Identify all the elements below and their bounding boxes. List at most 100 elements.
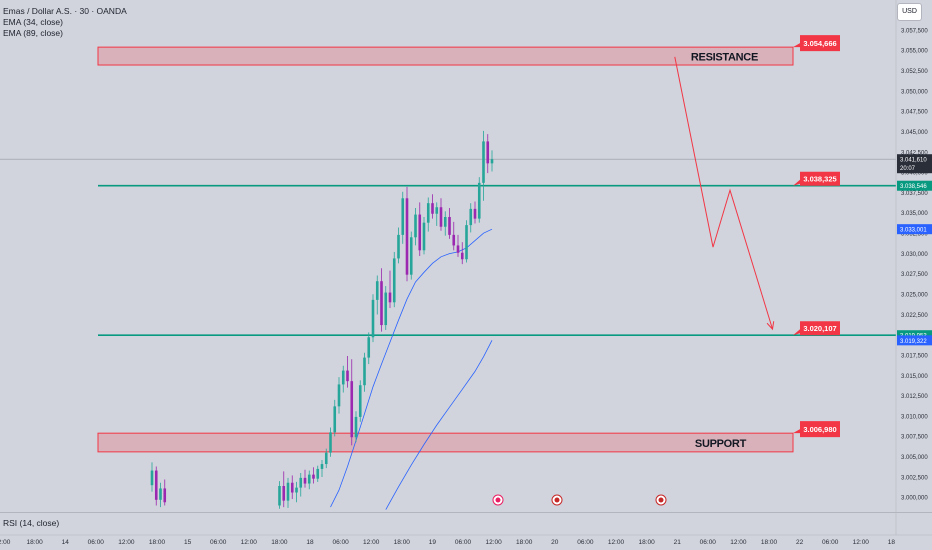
x-tick-label: 18 xyxy=(306,539,314,546)
candle-body xyxy=(418,214,422,251)
y-tick-label: 3.047,500 xyxy=(901,110,928,116)
candle-body xyxy=(448,216,451,235)
candle-body xyxy=(490,159,494,164)
candle-body xyxy=(431,203,434,214)
x-tick-label: 22 xyxy=(796,539,804,546)
event-marker-dot xyxy=(495,497,501,503)
y-tick-label: 3.045,000 xyxy=(901,130,928,136)
candle-body xyxy=(358,385,362,417)
x-tick-label: 18:00 xyxy=(271,539,288,546)
candle-body xyxy=(409,237,413,275)
x-tick-label: 06:00 xyxy=(577,539,594,546)
x-tick-label: 12:00 xyxy=(363,539,380,546)
ema-34-line xyxy=(330,228,493,508)
zone-label: SUPPORT xyxy=(695,438,747,450)
y-tick-label: 3.010,000 xyxy=(901,414,928,420)
y-tick-label: 3.052,500 xyxy=(901,69,928,75)
y-tick-label: 3.032,500 xyxy=(901,232,928,238)
y-tick-label: 3.012,500 xyxy=(901,394,928,400)
ema-axis-tag xyxy=(897,224,932,235)
ema-34-legend[interactable]: EMA (34, close) xyxy=(3,17,63,27)
x-tick-label: 06:00 xyxy=(210,539,227,546)
price-callout xyxy=(793,321,840,336)
candle-body xyxy=(367,337,371,358)
x-tick-label: 18:00 xyxy=(516,539,533,546)
candle-body xyxy=(354,416,358,438)
event-marker-dot xyxy=(658,497,664,503)
candle-body xyxy=(324,452,328,465)
level-axis-label: 3.038,546 xyxy=(900,184,927,190)
support-zone xyxy=(97,432,794,453)
candle-body xyxy=(286,482,290,501)
x-tick-label: 18:00 xyxy=(761,539,778,546)
candle-body xyxy=(439,207,443,227)
y-tick-label: 3.000,000 xyxy=(901,496,928,502)
candle-body xyxy=(371,299,375,338)
projection-path xyxy=(674,56,773,330)
level-axis-tag xyxy=(897,330,932,341)
y-tick-label: 3.050,000 xyxy=(901,89,928,95)
candle-body xyxy=(460,252,464,260)
candle-body xyxy=(295,487,298,493)
y-tick-label: 3.005,000 xyxy=(901,455,928,461)
y-tick-label: 3.030,000 xyxy=(901,252,928,258)
candle-body xyxy=(469,208,473,226)
candle-body xyxy=(482,141,485,183)
candle-body xyxy=(486,141,490,164)
x-tick-label: 18:00 xyxy=(394,539,411,546)
candle-body xyxy=(465,225,468,260)
ema-89-legend[interactable]: EMA (89, close) xyxy=(3,28,63,38)
candle-body xyxy=(299,477,303,488)
symbol-title[interactable]: Emas / Dollar A.S. · 30 · OANDA xyxy=(3,6,127,16)
x-tick-label: 06:00 xyxy=(822,539,839,546)
candle-body xyxy=(452,234,456,246)
x-tick-label: 12:00 xyxy=(485,539,502,546)
candle-body xyxy=(397,234,400,259)
y-tick-label: 3.015,000 xyxy=(901,374,928,380)
candle-body xyxy=(401,198,405,235)
y-tick-label: 3.017,500 xyxy=(901,353,928,359)
x-tick-label: 18:00 xyxy=(26,539,43,546)
candle-body xyxy=(341,370,345,385)
candle-body xyxy=(282,485,286,501)
ema-axis-tag xyxy=(897,335,932,346)
x-tick-label: 18:00 xyxy=(638,539,655,546)
countdown-label: 20:07 xyxy=(900,166,916,172)
candle-body xyxy=(316,468,320,479)
candle-body xyxy=(443,216,447,227)
candle-body xyxy=(159,488,162,500)
y-tick-label: 3.035,000 xyxy=(901,211,928,217)
candle-body xyxy=(473,208,477,219)
rsi-legend[interactable]: RSI (14, close) xyxy=(3,518,60,528)
x-tick-label: 15 xyxy=(184,539,192,546)
candle-body xyxy=(320,464,324,469)
candle-body xyxy=(384,292,388,326)
x-tick-label: 18 xyxy=(888,539,896,546)
x-tick-label: 18:00 xyxy=(149,539,166,546)
y-tick-label: 3.027,500 xyxy=(901,272,928,278)
currency-button[interactable]: USD xyxy=(897,3,922,21)
candle-body xyxy=(477,182,481,219)
x-tick-label: 14 xyxy=(62,539,70,546)
x-tick-label: 20 xyxy=(551,539,559,546)
candle-body xyxy=(312,474,315,479)
price-callout xyxy=(793,171,840,186)
price-callout-label: 3.038,325 xyxy=(803,175,836,184)
candle-body xyxy=(363,357,366,386)
y-tick-label: 3.002,500 xyxy=(901,475,928,481)
rsi-pane-separator[interactable] xyxy=(0,512,932,513)
candle-body xyxy=(414,214,417,238)
candle-body xyxy=(163,488,167,503)
y-tick-label: 3.025,000 xyxy=(901,292,928,298)
candle-body xyxy=(333,406,337,433)
price-callout xyxy=(793,421,840,438)
price-callout-label: 3.020,107 xyxy=(803,324,836,333)
x-tick-label: 12:00 xyxy=(730,539,747,546)
candle-body xyxy=(337,384,341,407)
candle-body xyxy=(456,245,460,253)
x-tick-label: 06:00 xyxy=(455,539,472,546)
level-axis-tag xyxy=(897,180,932,191)
y-tick-label: 3.040,000 xyxy=(901,171,928,177)
